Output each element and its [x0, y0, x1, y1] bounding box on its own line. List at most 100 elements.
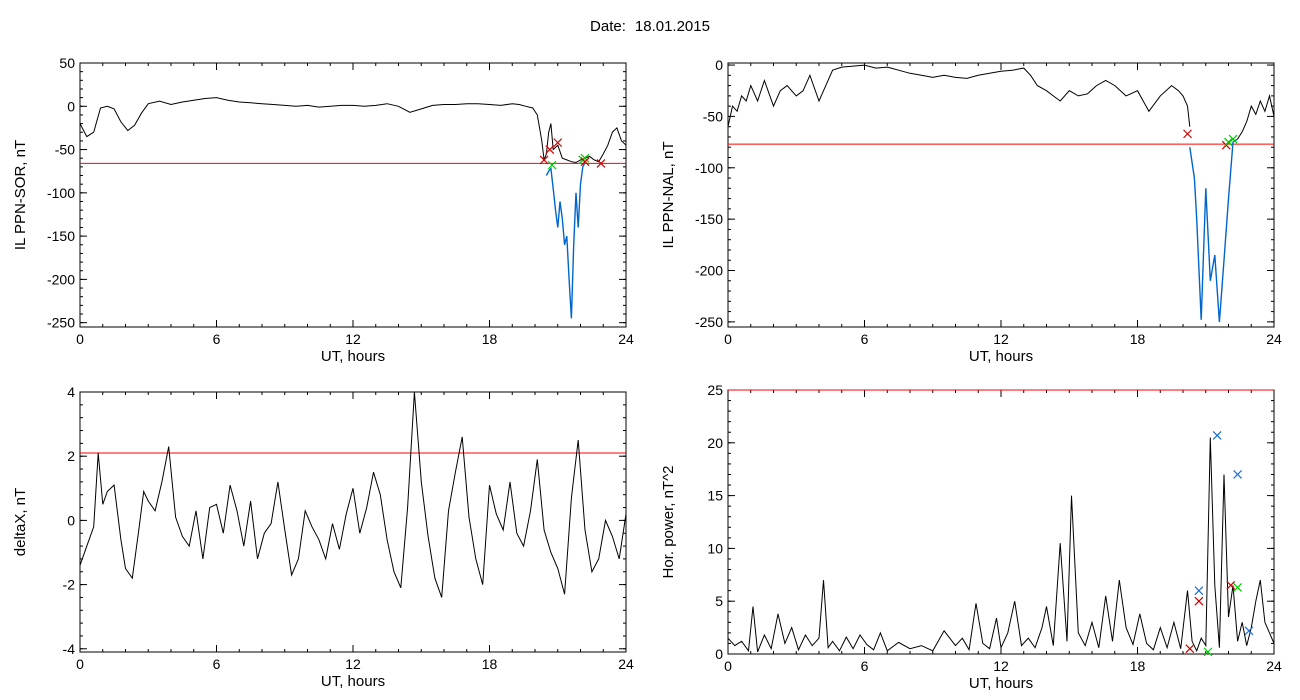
- plot-frame: [727, 389, 1275, 655]
- y-tick-label: 25: [707, 382, 723, 398]
- x-tick-label: 0: [724, 658, 732, 674]
- y-axis-title: IL PPN-NAL, nT: [660, 142, 677, 249]
- event-marker: [545, 145, 555, 154]
- x-axis-title: UT, hours: [969, 675, 1033, 692]
- y-tick-label: 15: [707, 488, 723, 504]
- x-tick-label: 12: [993, 331, 1009, 347]
- series-line-main: [727, 64, 1191, 127]
- x-axis-title: UT, hours: [969, 348, 1033, 365]
- event-marker-stroke: [1194, 596, 1204, 606]
- plot-frame: [727, 62, 1275, 328]
- y-tick-label: 5: [715, 593, 723, 609]
- event-marker: [596, 158, 606, 168]
- x-tick-label: 12: [993, 658, 1009, 674]
- y-tick-label: 4: [67, 384, 75, 400]
- event-marker: [1244, 626, 1254, 636]
- x-tick-label: 18: [1130, 331, 1146, 347]
- date-label: Date:: [590, 18, 626, 35]
- y-axis-title: IL PPN-SOR, nT: [12, 140, 29, 250]
- x-tick-label: 6: [861, 658, 869, 674]
- x-axis-title: UT, hours: [321, 673, 385, 690]
- y-tick-label: -250: [47, 315, 75, 331]
- event-marker: [553, 138, 563, 148]
- x-tick-label: 6: [213, 331, 221, 347]
- event-marker: [1233, 470, 1243, 479]
- event-marker: [1224, 137, 1233, 147]
- chart-panel-sor: 0 6 12 18 24 50 0 -50 -100 -150 -200 -250 UT, hours I…: [12, 55, 634, 365]
- series-line-main: [79, 391, 627, 598]
- y-tick-label: 0: [67, 98, 75, 114]
- plot-frame: [79, 62, 627, 328]
- event-marker-stroke: [1203, 647, 1213, 657]
- event-marker-stroke: [1226, 580, 1236, 590]
- y-tick-label: 2: [67, 448, 75, 464]
- event-marker: [1194, 596, 1204, 606]
- x-tick-label: 0: [76, 656, 84, 672]
- event-marker-stroke: [1233, 470, 1243, 479]
- event-marker: [1194, 586, 1204, 596]
- x-tick-label: 0: [76, 331, 84, 347]
- event-marker-stroke: [1244, 626, 1254, 636]
- date-value: 18.01.2015: [634, 18, 710, 35]
- event-marker: [1212, 430, 1222, 440]
- event-marker: [1203, 647, 1213, 657]
- x-axis-title: UT, hours: [321, 348, 385, 365]
- y-tick-label: -100: [695, 160, 723, 176]
- chart-panel-power: 0 6 12 18 24 25 20 15 10 5 0 UT, hours Hor. power, n…: [660, 382, 1282, 692]
- y-tick-label: 0: [715, 57, 723, 73]
- y-tick-label: -50: [703, 108, 723, 124]
- series-line-recovery: [1237, 93, 1275, 140]
- x-tick-label: 18: [482, 331, 498, 347]
- event-marker-stroke: [1183, 129, 1192, 139]
- event-marker-stroke: [539, 155, 549, 165]
- x-tick-label: 24: [1266, 331, 1282, 347]
- page-title: Date: 18.01.2015: [0, 18, 1300, 35]
- series-line-main: [727, 437, 1275, 653]
- x-tick-label: 0: [724, 331, 732, 347]
- x-tick-label: 18: [1130, 658, 1146, 674]
- y-tick-label: -150: [47, 228, 75, 244]
- event-marker-stroke: [596, 158, 606, 168]
- event-marker-stroke: [1233, 583, 1243, 592]
- y-tick-label: -250: [695, 314, 723, 330]
- chart-panel-deltax: 0 6 12 18 24 4 2 0 -2 -4 UT, hours deltaX, nT: [12, 384, 634, 690]
- series-line-event: [1189, 138, 1238, 322]
- event-marker: [580, 157, 590, 167]
- x-tick-label: 24: [618, 656, 634, 672]
- event-marker-stroke: [553, 138, 563, 148]
- event-marker: [1183, 129, 1192, 139]
- event-marker: [1226, 580, 1236, 590]
- event-marker-stroke: [1194, 586, 1204, 596]
- event-marker-stroke: [580, 153, 590, 163]
- y-axis-title: deltaX, nT: [12, 488, 29, 556]
- series-line-main: [79, 97, 627, 164]
- event-marker-stroke: [1224, 137, 1233, 147]
- y-tick-label: 0: [67, 512, 75, 528]
- y-tick-label: -50: [55, 142, 75, 158]
- x-tick-label: 18: [482, 656, 498, 672]
- y-tick-label: -200: [47, 271, 75, 287]
- y-tick-label: 10: [707, 540, 723, 556]
- event-marker: [1228, 134, 1238, 144]
- y-tick-label: 50: [59, 55, 75, 71]
- y-tick-label: -2: [63, 577, 76, 593]
- y-tick-label: -100: [47, 185, 75, 201]
- event-marker-stroke: [547, 160, 557, 170]
- event-marker: [1185, 644, 1195, 654]
- event-marker: [1233, 583, 1243, 592]
- x-tick-label: 24: [1266, 658, 1282, 674]
- y-axis-title: Hor. power, nT^2: [660, 466, 677, 579]
- event-marker: [547, 160, 557, 170]
- x-tick-label: 6: [213, 656, 221, 672]
- event-marker-stroke: [1185, 644, 1195, 654]
- chart-panel-nal: 0 6 12 18 24 0 -50 -100 -150 -200 -250 UT, hours IL …: [660, 57, 1282, 365]
- x-tick-label: 12: [345, 656, 361, 672]
- y-tick-label: 20: [707, 435, 723, 451]
- y-tick-label: -4: [63, 641, 76, 657]
- y-tick-label: 0: [715, 646, 723, 662]
- y-tick-label: -200: [695, 263, 723, 279]
- event-marker-stroke: [1212, 430, 1222, 440]
- event-marker-stroke: [580, 157, 590, 167]
- series-line-event: [545, 162, 586, 319]
